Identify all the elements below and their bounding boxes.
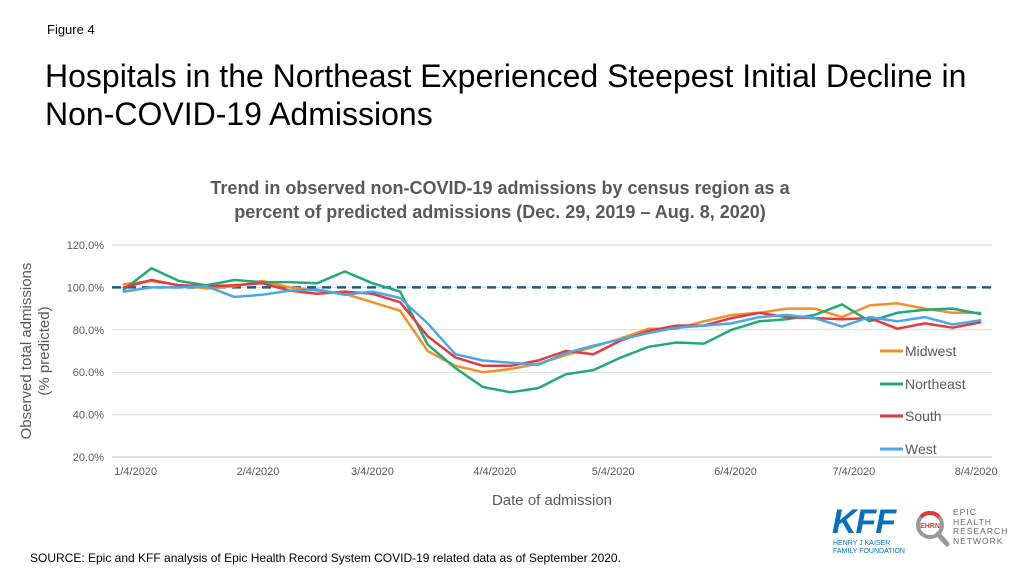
- gridlines: [112, 244, 992, 416]
- chart-title: Trend in observed non-COVID-19 admission…: [100, 176, 900, 224]
- chart-title-line-2: percent of predicted admissions (Dec. 29…: [234, 202, 766, 222]
- ehrn-logo-text: EPIC HEALTH RESEARCH NETWORK: [953, 507, 1009, 546]
- y-axis-ticks: 20.0% 40.0% 60.0% 80.0% 100.0% 120.0%: [67, 240, 105, 464]
- ehrn-magnifier-icon: EHRN: [916, 510, 950, 547]
- x-axis-title: Date of admission: [492, 492, 612, 509]
- x-tick-label: 6/4/2020: [714, 466, 757, 478]
- legend-label-northeast: Northeast: [905, 376, 966, 392]
- y-tick-label: 60.0%: [73, 367, 104, 379]
- legend-label-west: West: [905, 441, 937, 457]
- kff-subtitle-line-1: HENRY J KAISER: [833, 540, 891, 547]
- y-tick-label: 20.0%: [73, 452, 104, 464]
- series-line-west: [122, 285, 982, 367]
- x-tick-label: 4/4/2020: [473, 466, 516, 478]
- y-tick-label: 40.0%: [73, 410, 104, 422]
- y-axis-title: Observed total admissions (% predicted): [18, 263, 53, 440]
- source-note: SOURCE: Epic and KFF analysis of Epic He…: [30, 551, 621, 565]
- line-chart: 20.0% 40.0% 60.0% 80.0% 100.0% 120.0% 1/4/202…: [18, 240, 998, 509]
- series-line-south: [122, 278, 982, 368]
- page-headline: Hospitals in the Northeast Experienced S…: [45, 58, 967, 132]
- ehrn-line-4: NETWORK: [953, 535, 1004, 546]
- series-lines: [122, 267, 982, 394]
- x-tick-label: 1/4/2020: [114, 466, 157, 478]
- y-tick-label: 100.0%: [67, 282, 105, 294]
- y-tick-label: 80.0%: [73, 325, 104, 337]
- y-tick-label: 120.0%: [67, 240, 105, 252]
- y-axis-title-line-2: (% predicted): [36, 306, 53, 395]
- legend: Midwest Northeast South West: [880, 343, 966, 457]
- x-axis-ticks: 1/4/2020 2/4/2020 3/4/2020 4/4/2020 5/4/2020…: [114, 466, 997, 478]
- ehrn-line-2: HEALTH: [953, 516, 992, 527]
- x-tick-label: 3/4/2020: [351, 466, 394, 478]
- x-tick-label: 7/4/2020: [832, 466, 875, 478]
- x-tick-label: 5/4/2020: [592, 466, 635, 478]
- ehrn-badge-text: EHRN: [920, 523, 940, 530]
- legend-label-midwest: Midwest: [905, 343, 956, 359]
- series-line-northeast: [122, 267, 982, 394]
- chart-title-line-1: Trend in observed non-COVID-19 admission…: [210, 178, 790, 198]
- kff-subtitle-line-2: FAMILY FOUNDATION: [833, 548, 905, 555]
- kff-logo-subtitle: HENRY J KAISER FAMILY FOUNDATION: [833, 540, 905, 556]
- x-tick-label: 2/4/2020: [237, 466, 280, 478]
- kff-logo: KFF: [832, 503, 896, 541]
- figure-label: Figure 4: [47, 22, 95, 37]
- ehrn-line-1: EPIC: [953, 507, 977, 517]
- legend-label-south: South: [905, 408, 942, 424]
- x-tick-label: 8/4/2020: [955, 466, 998, 478]
- ehrn-line-3: RESEARCH: [953, 526, 1009, 536]
- y-axis-title-line-1: Observed total admissions: [18, 263, 35, 440]
- logo-group: KFF HENRY J KAISER FAMILY FOUNDATION EHR…: [832, 505, 1012, 557]
